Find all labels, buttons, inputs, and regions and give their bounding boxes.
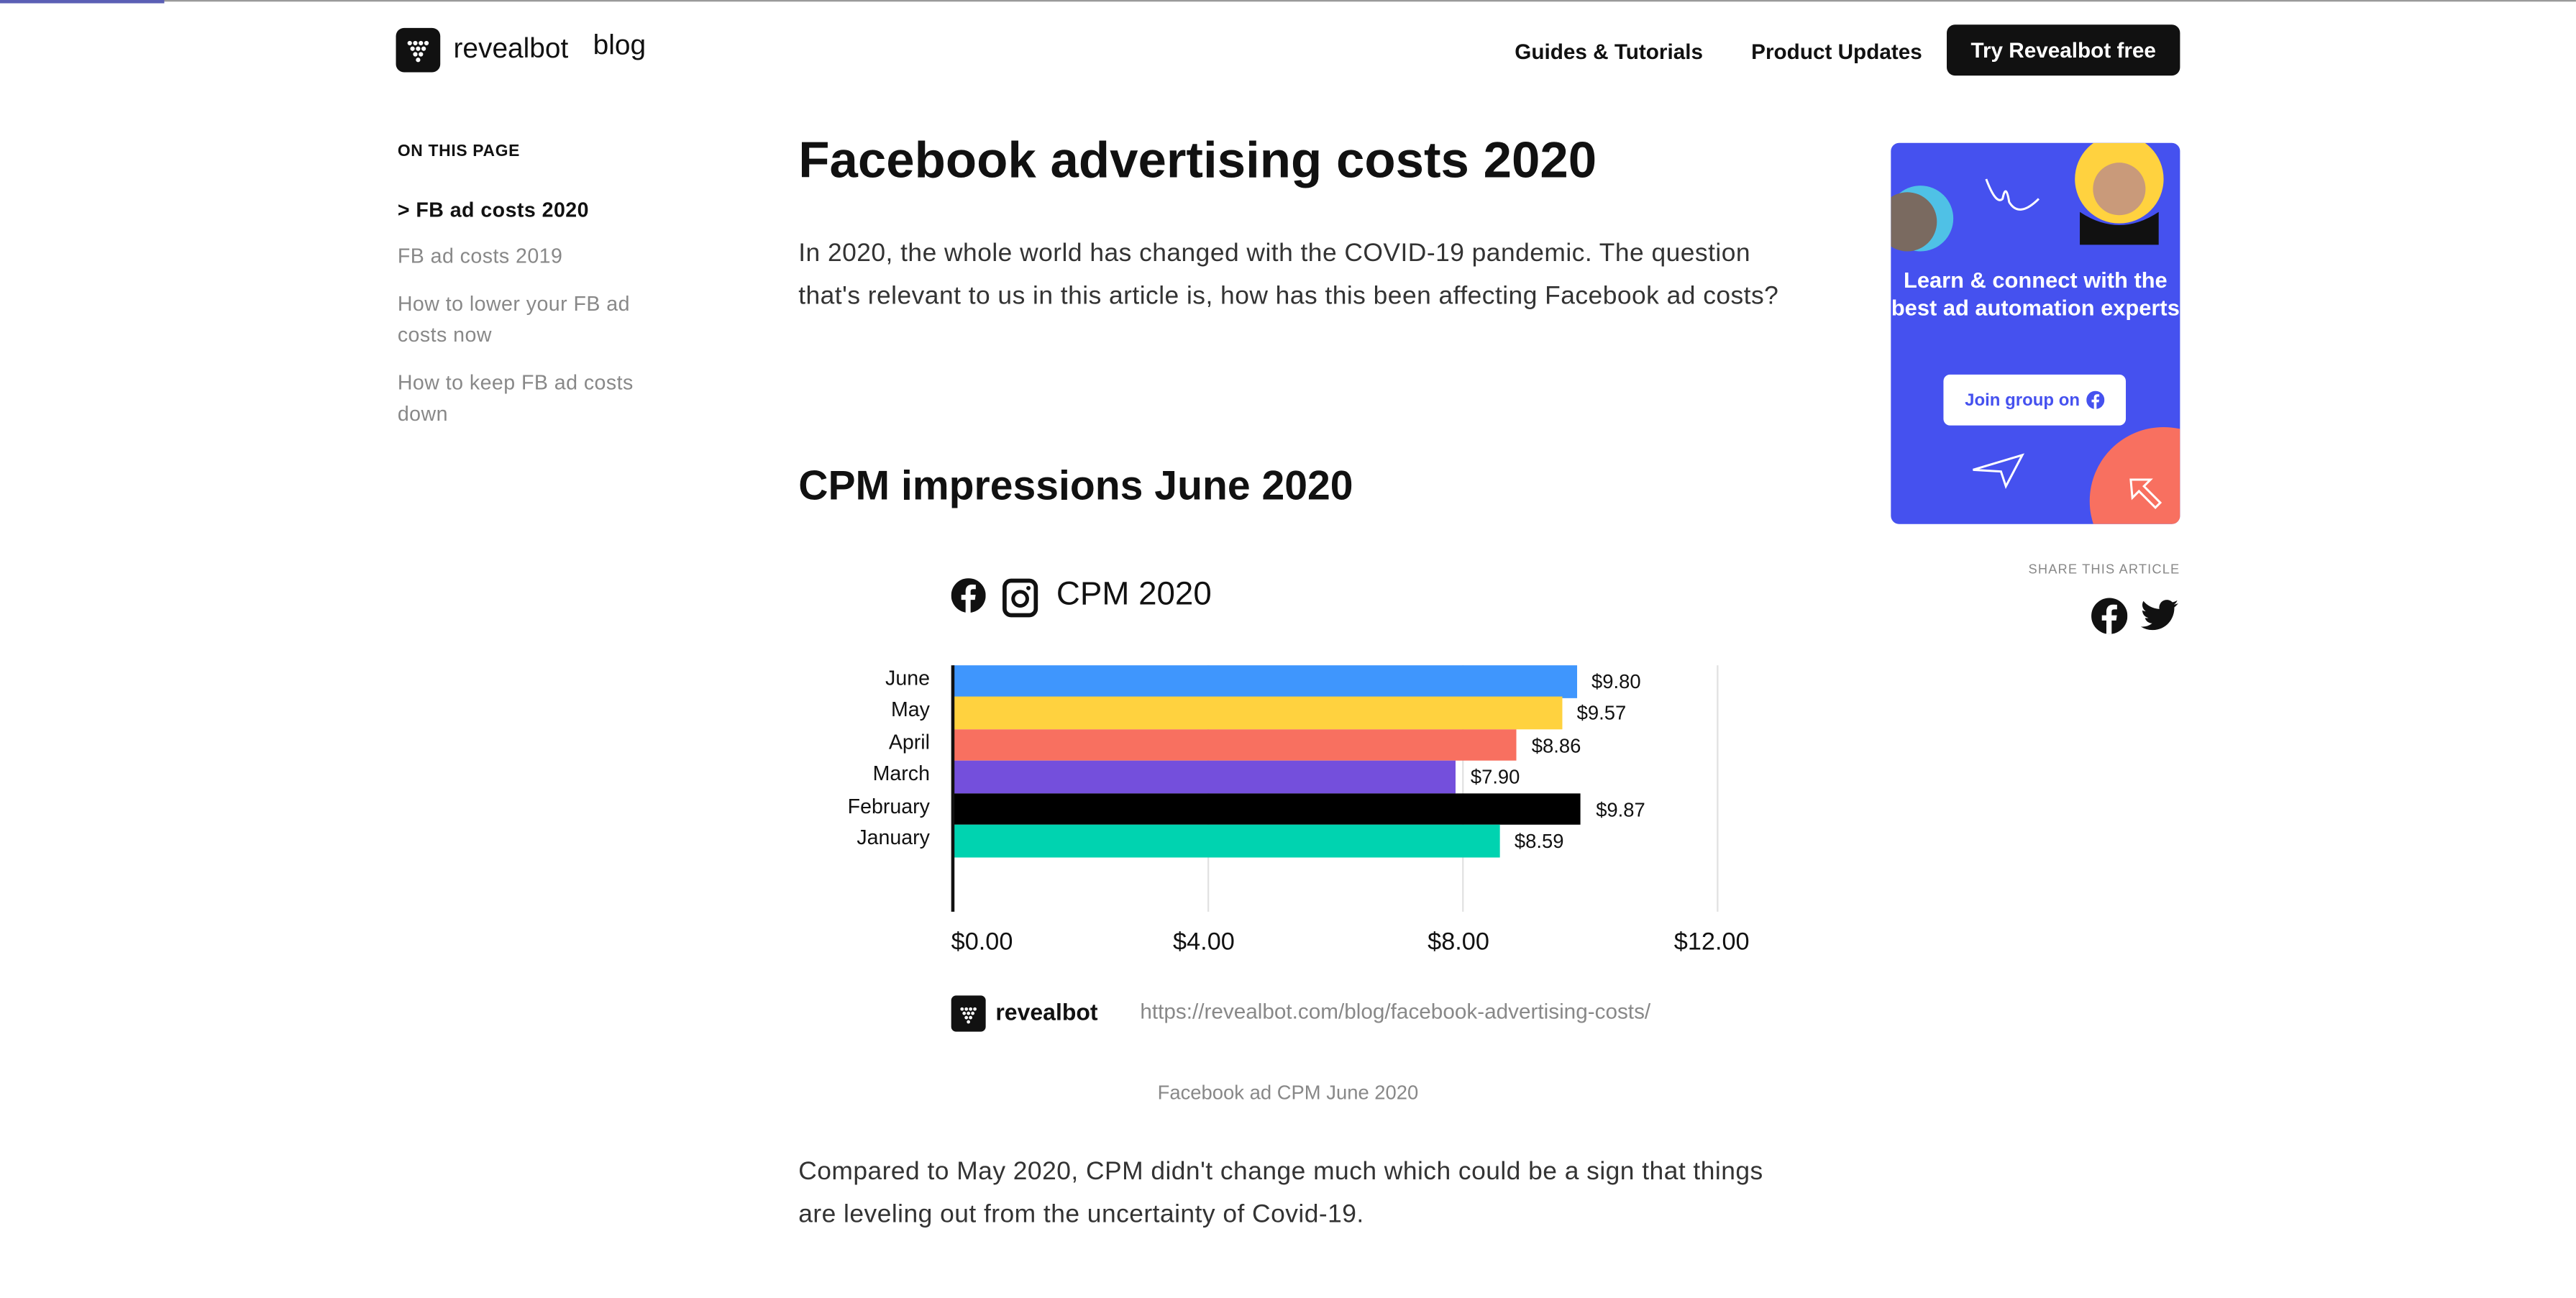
intro-paragraph: In 2020, the whole world has changed wit… — [798, 239, 1779, 310]
chart-footer-brand: revealbot — [995, 998, 1098, 1025]
reading-progress-fill — [0, 0, 165, 4]
bar-january — [952, 824, 1500, 857]
promo-decoration — [1891, 142, 2180, 524]
toc-title: ON THIS PAGE — [397, 142, 521, 161]
bar-april — [952, 728, 1517, 762]
bar-may — [952, 697, 1563, 730]
bar-value-label: $9.87 — [1596, 797, 1645, 821]
y-axis-line — [951, 665, 955, 912]
toc-item-fb-ad-costs-2019[interactable]: FB ad costs 2019 — [397, 244, 563, 268]
gridline — [1717, 665, 1719, 912]
bar-value-label: $7.90 — [1470, 765, 1520, 789]
join-group-label: Join group on — [1965, 390, 2081, 410]
toc-item-lower-costs[interactable]: How to lower your FB ad costs now — [397, 292, 630, 347]
revealbot-logo-icon[interactable] — [396, 27, 441, 73]
try-revealbot-button[interactable]: Try Revealbot free — [1947, 24, 2180, 76]
chart-caption: Facebook ad CPM June 2020 — [1157, 1081, 1419, 1105]
x-tick-label: $12.00 — [1673, 928, 1750, 956]
article-title: Facebook advertising costs 2020 — [798, 131, 1597, 189]
chart-title: CPM 2020 — [1056, 576, 1212, 613]
bar-march — [952, 761, 1456, 794]
toc-item-keep-costs-down[interactable]: How to keep FB ad costs down — [397, 371, 634, 426]
x-tick-label: $4.00 — [1173, 928, 1235, 956]
blog-link[interactable]: blog — [593, 29, 647, 61]
bar-value-label: $9.80 — [1591, 670, 1641, 694]
y-category-label: May — [891, 698, 930, 722]
outro-paragraph: Compared to May 2020, CPM didn't change … — [798, 1158, 1763, 1228]
section-title: CPM impressions June 2020 — [798, 463, 1353, 510]
bar-june — [952, 665, 1577, 698]
share-label: SHARE THIS ARTICLE — [2028, 562, 2180, 577]
bar-february — [952, 792, 1581, 826]
chart-footer-url: https://revealbot.com/blog/facebook-adve… — [1140, 998, 1651, 1024]
y-category-label: June — [885, 667, 930, 690]
gridline — [1462, 665, 1464, 912]
nav-product-updates[interactable]: Product Updates — [1751, 39, 1922, 65]
bar-value-label: $8.59 — [1514, 829, 1564, 853]
facebook-icon — [2086, 390, 2105, 409]
x-tick-label: $8.00 — [1428, 928, 1489, 956]
bar-value-label: $9.57 — [1576, 702, 1627, 726]
y-category-label: January — [857, 826, 930, 850]
facebook-icon — [951, 578, 986, 621]
y-category-label: March — [872, 762, 930, 786]
brand-name[interactable]: revealbot — [453, 32, 569, 65]
share-twitter-icon[interactable] — [2140, 600, 2179, 639]
toc-item-fb-ad-costs-2020[interactable]: > FB ad costs 2020 — [397, 198, 589, 222]
bar-value-label: $8.86 — [1531, 733, 1581, 757]
revealbot-logo-icon — [951, 995, 986, 1032]
join-group-button[interactable]: Join group on — [1943, 374, 2127, 426]
instagram-icon — [1002, 578, 1038, 626]
y-category-label: April — [888, 731, 930, 754]
nav-guides-tutorials[interactable]: Guides & Tutorials — [1515, 39, 1704, 65]
reading-progress-track — [0, 0, 2576, 2]
share-facebook-icon[interactable] — [2091, 598, 2128, 643]
x-tick-label: $0.00 — [951, 928, 1013, 956]
promo-text: Learn & connect with the best ad automat… — [1891, 268, 2180, 321]
promo-card[interactable]: Learn & connect with the best ad automat… — [1891, 142, 2180, 524]
y-category-label: February — [847, 794, 930, 818]
